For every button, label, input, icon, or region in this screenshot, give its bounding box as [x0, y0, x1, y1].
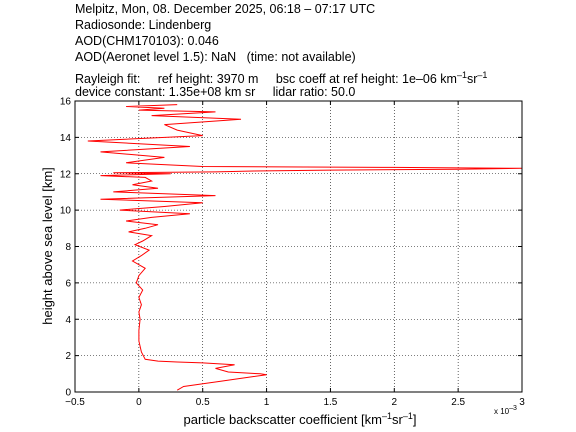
x-tick-label: 0.5	[196, 397, 210, 408]
aod-chm-label: AOD(CHM170103): 0.046	[75, 34, 219, 48]
y-tick-label: 10	[60, 206, 72, 217]
y-tick-label: 6	[65, 278, 71, 289]
axes-frame	[74, 100, 523, 393]
x-tick-label: 0	[136, 397, 142, 408]
ref-height-label: ref height: 3970 m	[157, 72, 259, 87]
x-axis-label: particle backscatter coefficient [km–1sr…	[184, 411, 417, 427]
y-axis-ticks: 0 2 4 6 8 10 12 14 16	[60, 97, 522, 399]
x-tick-label: 2	[392, 397, 398, 408]
lidar-ratio-label: lidar ratio: 50.0	[272, 85, 356, 99]
chart-grid	[74, 100, 523, 393]
y-tick-label: 0	[65, 388, 71, 399]
rayleigh-fit-title: Rayleigh fit:	[75, 72, 141, 87]
y-tick-label: 12	[60, 169, 72, 180]
y-tick-label: 4	[65, 315, 71, 326]
bsc-coeff-label: bsc coeff at ref height: 1e–06 km–1sr–1	[275, 70, 488, 87]
x-tick-label: 1	[264, 397, 270, 408]
y-tick-label: 14	[60, 133, 72, 144]
aod-aeronet-time: (time: not available)	[246, 50, 356, 64]
x-tick-label: 2.5	[451, 397, 465, 408]
y-tick-label: 2	[65, 351, 71, 362]
y-tick-label: 16	[60, 97, 72, 108]
x-tick-label: 1.5	[323, 397, 337, 408]
backscatter-profile-line	[87, 104, 523, 391]
aod-aeronet-label: AOD(Aeronet level 1.5): NaN (time: not a…	[75, 49, 356, 65]
x-axis-ticks: −0.5 0 0.5 1 1.5 2 2.5 3	[65, 101, 525, 408]
x-tick-label: −0.5	[65, 397, 85, 408]
y-tick-label: 8	[65, 242, 71, 253]
device-constant-label: device constant: 1.35e+08 km sr lidar ra…	[75, 84, 355, 100]
rayleigh-fit-label: Rayleigh fit: ref height: 3970 m bsc coe…	[75, 67, 487, 87]
aod-aeronet-value: AOD(Aeronet level 1.5): NaN	[75, 50, 237, 64]
device-constant-value: device constant: 1.35e+08 km sr	[75, 85, 256, 99]
radiosonde-label: Radiosonde: Lindenberg	[75, 18, 212, 32]
x-axis-multiplier: x 10–3	[494, 405, 517, 416]
plot-title-line1: Melpitz, Mon, 08. December 2025, 06:18 –…	[75, 2, 376, 16]
y-axis-label: height above sea level [km]	[40, 167, 55, 325]
x-tick-label: 3	[519, 397, 525, 408]
